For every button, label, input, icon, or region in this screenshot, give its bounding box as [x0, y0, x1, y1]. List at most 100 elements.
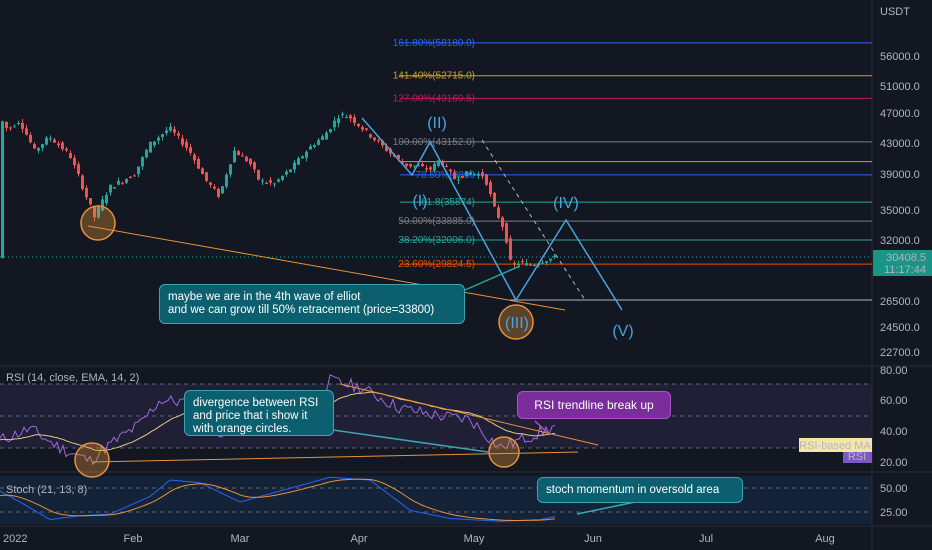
candle-body [261, 180, 264, 182]
candle-body [321, 136, 324, 140]
candle-body [437, 160, 440, 166]
price-tag-value: 30408.5 [886, 252, 926, 264]
rsi-resistance-trendline [339, 383, 599, 446]
rsi-tick-label: 80.00 [880, 365, 908, 377]
candle-body [253, 162, 256, 170]
candle-body [45, 137, 48, 145]
rsi-support-trendline [91, 451, 579, 463]
candle-body [453, 172, 456, 180]
candle-body [13, 126, 16, 128]
price-tag-box [873, 250, 932, 276]
price-tick-label: 35000.0 [880, 205, 920, 217]
wave-label-0: (II) [427, 115, 447, 132]
candle-body [61, 142, 64, 150]
time-tick-label: Aug [815, 533, 835, 545]
rsi-tick-label: 40.00 [880, 426, 908, 438]
candle-body [401, 161, 404, 164]
candle-body [461, 176, 464, 178]
time-tick-label: Jun [584, 533, 602, 545]
candle-body [549, 258, 552, 261]
candle-body [73, 158, 76, 166]
stoch-tick-label: 25.00 [880, 507, 908, 519]
candle-body [233, 150, 236, 163]
candle-body [445, 165, 448, 167]
candle-body [121, 182, 124, 184]
candle-body [213, 186, 216, 189]
time-tick-label: Jul [699, 533, 713, 545]
candle-body [17, 123, 20, 125]
elliott-note[interactable]: maybe we are in the 4th wave of elliot a… [159, 284, 465, 324]
candle-body [545, 261, 548, 263]
candle-body [249, 158, 252, 165]
candle-body [485, 174, 488, 185]
candle-body [429, 167, 432, 170]
fib-level-label: 50.00%(33885.0) [398, 216, 475, 227]
candle-body [317, 140, 320, 145]
candle-body [197, 159, 200, 169]
stoch-tick-label: 50.00 [880, 483, 908, 495]
divergence-note[interactable]: divergence between RSI and price that i … [184, 390, 334, 436]
wave-label-1: (I) [412, 193, 427, 210]
stoch-note[interactable]: stoch momentum in oversold area [537, 477, 743, 503]
price-tick-label: 43000.0 [880, 138, 920, 150]
price-tick-label: 24500.0 [880, 322, 920, 334]
fib-level-label: 141.40%(52715.0) [393, 71, 475, 82]
candle-body [113, 187, 116, 189]
candle-body [361, 127, 364, 130]
candle-body [205, 172, 208, 181]
candle-body [69, 153, 72, 159]
candle-body [185, 141, 188, 148]
rsi-break-note[interactable]: RSI trendline break up [517, 391, 671, 419]
candle-body [413, 165, 416, 167]
candle-body [89, 198, 92, 205]
candle-body [333, 120, 336, 128]
time-tick-label: Mar [231, 533, 250, 545]
candles [1, 111, 556, 269]
candle-body [77, 164, 80, 174]
candle-body [161, 134, 164, 137]
fib-level-label: 38.20%(32006.0) [398, 235, 475, 246]
candle-body [5, 121, 8, 128]
currency-label: USDT [880, 6, 910, 18]
candle-body [533, 264, 536, 266]
candle-body [425, 168, 428, 170]
candle-body [265, 182, 268, 184]
candle-body [1, 121, 4, 258]
candle-body [181, 138, 184, 145]
note-arrow [464, 265, 521, 291]
candle-body [353, 117, 356, 124]
candle-body [373, 137, 376, 141]
candle-body [81, 175, 84, 190]
swing-low-circle [80, 205, 116, 241]
candle-body [493, 192, 496, 207]
candle-body [101, 199, 104, 211]
candle-body [341, 113, 344, 115]
candle-body [217, 188, 220, 197]
candle-body [509, 238, 512, 260]
candle-body [521, 261, 524, 263]
candle-body [117, 180, 120, 185]
rsi-tag-label: RSI [848, 451, 866, 463]
fib-level-label: 127.00%(49169.5) [393, 93, 475, 104]
candle-body [281, 175, 284, 180]
price-tick-label: 32000.0 [880, 235, 920, 247]
candle-body [153, 141, 156, 146]
candle-body [225, 174, 228, 187]
candle-body [369, 134, 372, 138]
candle-body [465, 171, 468, 177]
elliott-wave-path [361, 117, 623, 311]
time-tick-label: Feb [124, 533, 143, 545]
price-tick-label: 39000.0 [880, 169, 920, 181]
candle-body [93, 206, 96, 218]
candle-body [105, 194, 108, 204]
candle-body [285, 171, 288, 175]
candle-body [417, 165, 420, 167]
support-trendline [87, 225, 566, 311]
rsi-divergence-circle [488, 436, 520, 468]
candle-body [553, 255, 556, 258]
candle-body [397, 155, 400, 159]
fib-level-label: 78.60%(3890 [416, 170, 476, 181]
candle-body [137, 166, 140, 175]
